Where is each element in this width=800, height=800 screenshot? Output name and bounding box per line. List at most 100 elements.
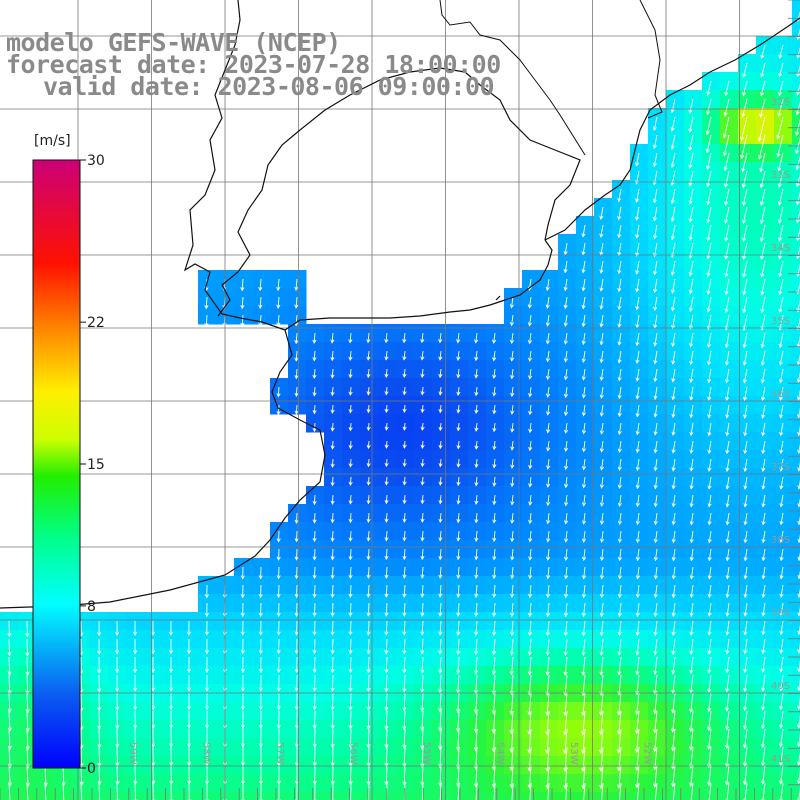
wind-arrow (780, 656, 784, 672)
wind-arrowhead (705, 130, 710, 136)
wind-arrow (457, 584, 460, 598)
wind-arrow (743, 350, 748, 366)
wind-arrowhead (276, 304, 281, 309)
wind-arrowhead (527, 304, 532, 309)
wind-arrow (600, 260, 604, 274)
wind-arrowhead (671, 485, 676, 490)
wind-arrow (564, 710, 568, 735)
wind-arrow (385, 386, 388, 395)
wind-arrowhead (258, 724, 263, 730)
wind-arrow (779, 332, 784, 348)
wind-arrowhead (671, 783, 676, 788)
wind-arrow (349, 476, 352, 486)
wind-arrowhead (707, 707, 712, 713)
wind-arrowhead (581, 520, 587, 525)
wind-arrowhead (366, 391, 371, 396)
wind-arrowhead (186, 668, 192, 674)
wind-arrow (583, 440, 586, 452)
wind-arrow (619, 494, 622, 507)
wind-arrowhead (402, 391, 407, 396)
wind-arrow (493, 386, 496, 396)
wind-arrow (511, 458, 514, 469)
wind-arrow (8, 746, 11, 768)
wind-arrow (511, 620, 514, 636)
wind-arrowhead (294, 650, 299, 655)
wind-arrowhead (706, 254, 711, 260)
wind-arrowhead (348, 668, 353, 674)
wind-arrowhead (689, 556, 694, 562)
wind-arrowhead (402, 650, 407, 655)
wind-arrowhead (330, 556, 335, 561)
wind-cell (594, 792, 613, 800)
wind-arrow (511, 638, 514, 655)
wind-arrow (779, 368, 784, 383)
wind-arrow (439, 584, 442, 598)
wind-arrow (618, 242, 622, 256)
wind-arrowhead (348, 391, 353, 396)
wind-arrow (547, 332, 550, 344)
wind-arrowhead (617, 377, 622, 382)
wind-arrow (780, 782, 784, 800)
wind-arrow (529, 368, 532, 379)
wind-cell (612, 792, 631, 800)
wind-arrow (457, 638, 460, 655)
wind-arrowhead (384, 481, 389, 486)
wind-arrow (780, 440, 784, 454)
wind-arrow (421, 530, 424, 541)
wind-arrowhead (438, 391, 443, 396)
wind-arrowhead (366, 687, 371, 693)
wind-arrowhead (617, 538, 622, 544)
wind-arrow (510, 728, 514, 753)
wind-arrow (403, 746, 406, 767)
wind-arrowhead (689, 650, 694, 655)
wind-arrow (708, 656, 712, 673)
wind-arrowhead (510, 410, 515, 415)
wind-arrowhead (330, 463, 335, 468)
wind-arrow (582, 710, 586, 735)
wind-arrowhead (204, 724, 210, 730)
wind-arrow (743, 296, 748, 313)
wind-arrow (367, 530, 370, 541)
wind-arrow (314, 584, 316, 598)
wind-arrow (744, 764, 748, 785)
wind-arrow (744, 386, 748, 401)
wind-arrowhead (420, 555, 425, 561)
wind-arrowhead (743, 612, 748, 617)
wind-arrowhead (438, 463, 443, 468)
wind-arrow (672, 710, 676, 732)
wind-arrowhead (797, 485, 800, 490)
wind-arrow (26, 746, 29, 768)
wind-arrow (761, 296, 766, 313)
wind-arrow (690, 386, 694, 400)
wind-arrow (421, 692, 424, 712)
wind-arrow (331, 368, 334, 378)
wind-arrow (313, 368, 316, 379)
wind-arrowhead (742, 73, 747, 78)
wind-arrowhead (492, 392, 497, 397)
wind-arrow (421, 494, 424, 504)
wind-arrowhead (115, 780, 120, 786)
wind-arrowhead (312, 357, 317, 362)
wind-cell (792, 216, 800, 235)
wind-arrowhead (474, 631, 479, 637)
wind-arrow (726, 548, 730, 561)
wind-arrowhead (688, 727, 694, 733)
wind-cell (792, 252, 800, 271)
wind-arrowhead (652, 710, 658, 715)
wind-arrowhead (653, 612, 658, 618)
wind-arrowhead (706, 726, 712, 732)
wind-arrow (654, 350, 658, 364)
wind-arrow (636, 350, 640, 364)
wind-arrowhead (671, 575, 676, 580)
wind-arrow (421, 440, 424, 449)
wind-arrow (547, 494, 550, 506)
lon-label: 53W (568, 742, 579, 765)
wind-arrowhead (742, 379, 747, 384)
wind-arrowhead (779, 649, 784, 655)
wind-arrow (601, 512, 604, 525)
wind-arrowhead (635, 502, 640, 508)
wind-arrowhead (438, 408, 443, 414)
wind-arrowhead (474, 445, 479, 450)
wind-arrowhead (169, 706, 174, 711)
